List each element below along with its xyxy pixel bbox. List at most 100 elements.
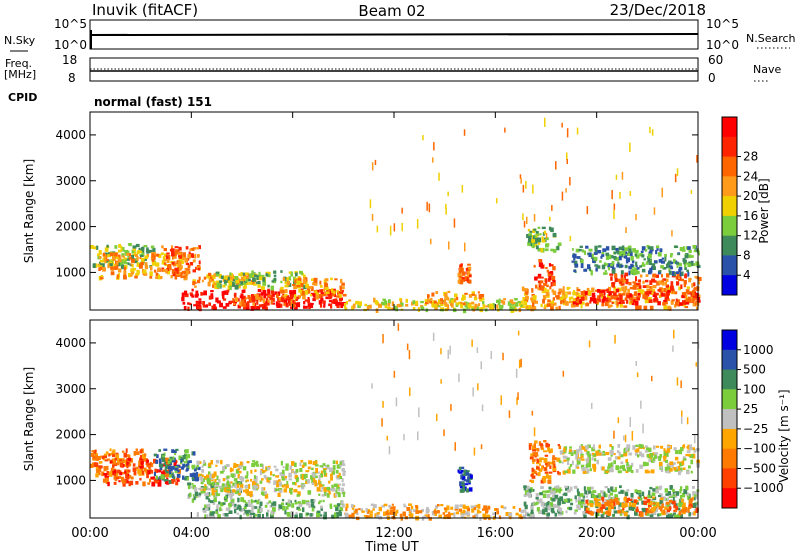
heatmap-cell [661,260,665,264]
heatmap-cell [620,264,624,268]
heatmap-cell [466,470,470,473]
heatmap-cell [290,490,293,495]
heatmap-cell [249,493,252,498]
heatmap-cell [555,295,558,298]
heatmap-cell [535,496,539,500]
y-tick-label: 3000 [55,174,86,188]
heatmap-cell [610,294,614,300]
heatmap-cell [218,478,221,483]
heatmap-cell [104,258,107,264]
heatmap-cell [437,299,441,304]
heatmap-cell [547,443,550,447]
heatmap-cell [525,306,529,309]
heatmap-cell [556,504,560,508]
heatmap-cell [262,278,266,282]
heatmap-cell [572,290,576,293]
heatmap-cell [394,511,398,517]
heatmap-cell [203,290,207,296]
heatmap-cell [615,247,619,252]
heatmap-cell [658,456,662,461]
heatmap-cell [254,461,257,466]
heatmap-cell [635,270,640,275]
heatmap-cell [271,280,274,283]
heatmap-cell [510,303,515,306]
heatmap-cell [685,262,689,265]
heatmap-cell [613,453,616,456]
heatmap-cell [599,290,604,293]
heatmap-cell [395,397,398,407]
heatmap-cell [273,277,277,282]
heatmap-cell [527,513,530,517]
heatmap-cell [517,300,521,304]
heatmap-cell [607,263,611,268]
heatmap-cell [288,271,292,274]
heatmap-cell [160,252,164,256]
heatmap-cell [552,457,557,461]
heatmap-cell [161,471,165,476]
heatmap-cell [649,267,653,271]
heatmap-cell [583,268,588,272]
heatmap-cell [683,283,686,288]
heatmap-cell [280,297,285,302]
heatmap-cell [672,345,674,352]
heatmap-cell [171,474,175,479]
heatmap-cell [552,290,557,295]
heatmap-cell [468,279,472,284]
heatmap-cell [602,511,605,515]
heatmap-cell [120,259,124,265]
heatmap-cell [330,473,333,477]
heatmap-cell [547,461,550,466]
heatmap-cell [139,465,143,469]
heatmap-cell [266,512,269,517]
heatmap-cell [559,450,564,454]
heatmap-cell [686,470,690,475]
heatmap-cell [588,252,592,258]
heatmap-cell [298,288,301,293]
heatmap-cell [667,466,671,470]
heatmap-cell [335,489,338,495]
heatmap-cell [485,509,489,514]
heatmap-cell [355,300,359,305]
heatmap-cell [322,468,327,471]
heatmap-cell [222,296,225,299]
heatmap-cell [166,259,170,263]
heatmap-cell [211,481,215,486]
heatmap-cell [163,262,167,265]
heatmap-cell [339,506,344,512]
heatmap-cell [531,514,535,518]
heatmap-cell [460,515,465,519]
heatmap-cell [448,241,450,250]
heatmap-cell [652,510,657,516]
heatmap-cell [551,264,554,267]
heatmap-cell [239,461,243,466]
heatmap-cell [219,470,224,474]
heatmap-cell [608,286,612,292]
heatmap-cell [266,477,270,483]
heatmap-cell [117,249,122,253]
heatmap-cell [196,512,199,517]
heatmap-cell [173,261,176,266]
heatmap-cell [229,492,233,498]
heatmap-cell [311,292,315,296]
heatmap-cell [535,245,539,250]
heatmap-cell [280,280,283,284]
heatmap-cell [321,289,324,292]
heatmap-cell [605,301,608,306]
heatmap-cell [249,513,253,518]
heatmap-cell [622,292,626,296]
heatmap-cell [303,277,306,282]
heatmap-cell [465,302,470,307]
heatmap-cell [549,471,553,474]
heatmap-cell [636,267,640,270]
heatmap-cell [117,470,121,473]
heatmap-cell [102,478,107,483]
heatmap-cell [301,464,305,468]
heatmap-cell [671,299,675,302]
heatmap-cell [283,483,286,486]
heatmap-cell [515,512,519,516]
heatmap-cell [496,510,500,515]
heatmap-cell [345,506,348,512]
heatmap-cell [646,498,651,502]
heatmap-cell [605,510,610,515]
